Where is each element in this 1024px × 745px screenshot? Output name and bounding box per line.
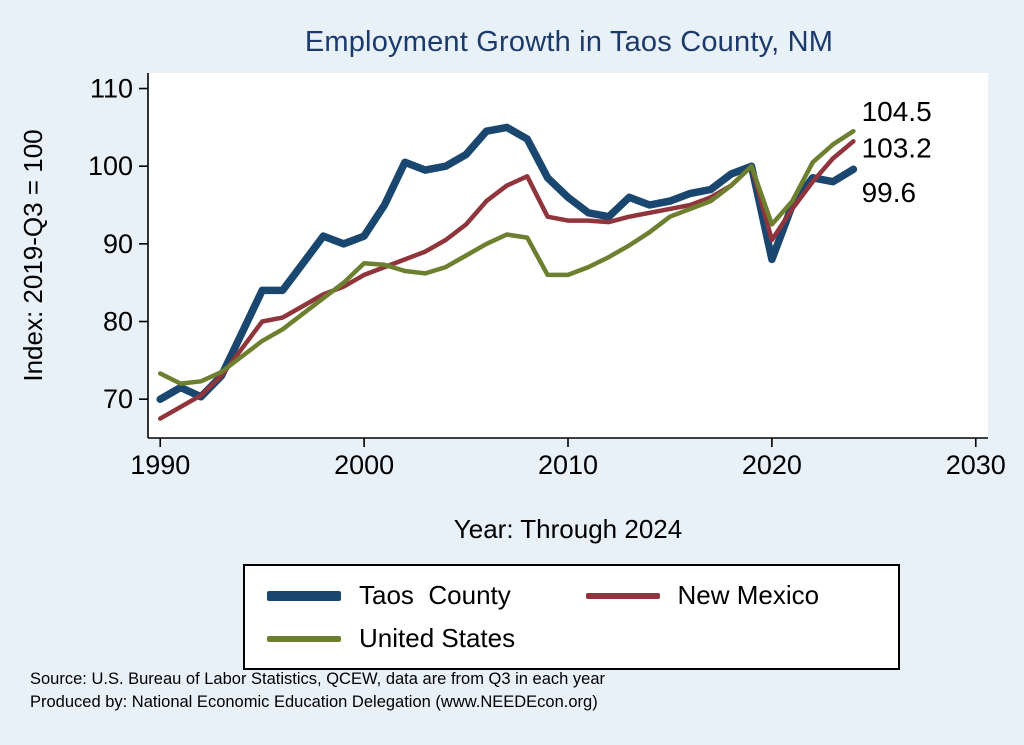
x-tick-label: 2000: [334, 450, 394, 480]
taos-county-line: [156, 123, 858, 403]
x-tick-label: 1990: [130, 450, 190, 480]
legend-label: Taos County: [359, 580, 511, 610]
end-value-label-103.2: 103.2: [862, 133, 932, 164]
end-value-label-99.6: 99.6: [862, 177, 917, 208]
legend-label: United States: [359, 623, 516, 653]
source-note: Source: U.S. Bureau of Labor Statistics,…: [30, 670, 606, 688]
y-tick-label: 80: [103, 307, 133, 337]
legend-swatch-new-mexico: [585, 592, 660, 599]
y-tick-label: 110: [90, 74, 133, 104]
united-states-line: [157, 128, 856, 386]
credit-note: Produced by: National Economic Education…: [30, 693, 598, 711]
source-block: Source: U.S. Bureau of Labor Statistics,…: [30, 668, 605, 714]
legend-item-taos-county: Taos County: [253, 580, 572, 611]
y-tick-label: 70: [103, 384, 133, 414]
legend-item-new-mexico: New Mexico: [572, 580, 891, 611]
plot-area: [148, 73, 988, 438]
legend-item-united-states: United States: [253, 623, 572, 654]
end-value-label-104.5: 104.5: [862, 96, 932, 127]
y-tick-label: 100: [88, 151, 133, 181]
x-tick-label: 2010: [538, 450, 598, 480]
legend-swatch-united-states: [267, 635, 341, 642]
chart-canvas: 70 80 90 100 110 1990 2000 2010 2020 2030 104.5 103…: [18, 73, 1006, 544]
x-axis-title: Year: Through 2024: [454, 514, 682, 544]
y-axis-title: Index: 2019-Q3 = 100: [18, 129, 48, 381]
x-tick-label: 2020: [742, 450, 802, 480]
legend-label: New Mexico: [677, 580, 820, 610]
y-tick-label: 90: [103, 229, 133, 259]
legend: Taos County New Mexico United States: [243, 564, 900, 670]
legend-swatch-taos-county: [267, 590, 341, 601]
x-tick-label: 2030: [946, 450, 1006, 480]
chart-title: Employment Growth in Taos County, NM: [304, 26, 834, 58]
